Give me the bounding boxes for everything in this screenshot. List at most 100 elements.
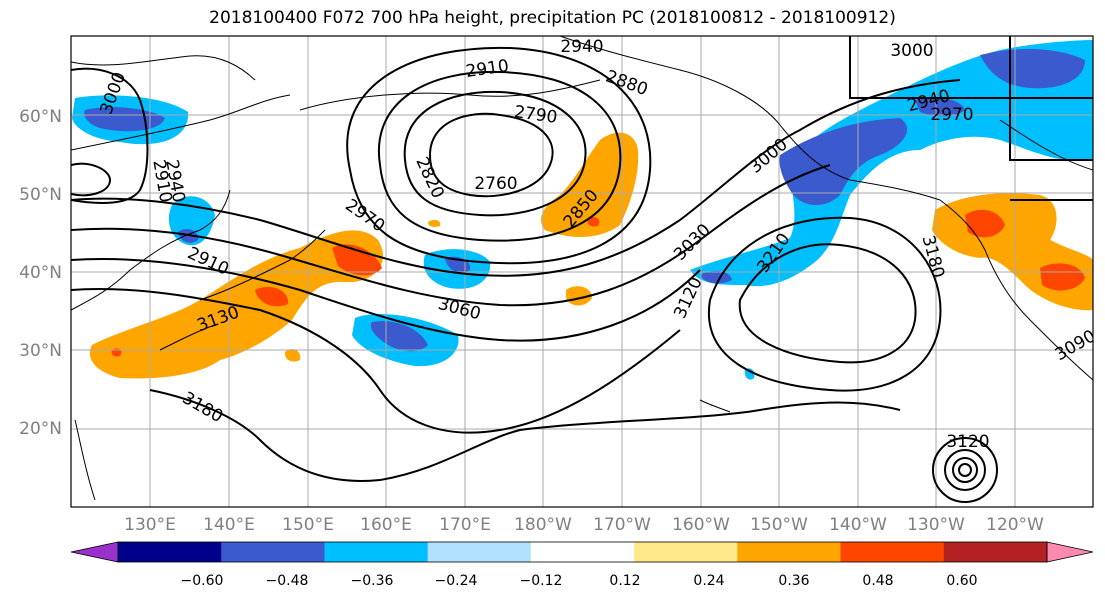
- lon-label: 180°W: [514, 515, 572, 535]
- colorbar-tick-label: −0.48: [266, 573, 309, 589]
- contour-line: [958, 463, 972, 477]
- colorbar: [70, 541, 1094, 563]
- colorbar-tick-label: −0.60: [181, 573, 224, 589]
- contour-line: [952, 457, 978, 483]
- coastline: [71, 94, 291, 151]
- precip-pos-region: [540, 132, 639, 237]
- colorbar-swatch: [840, 542, 945, 562]
- colorbar-extend-max: [1046, 541, 1094, 563]
- lat-label: 60°N: [19, 107, 62, 127]
- colorbar-tick-label: 0.12: [609, 573, 640, 589]
- colorbar-tick-label: −0.24: [435, 573, 478, 589]
- precip-neg-core: [779, 118, 908, 206]
- coastline: [939, 199, 1093, 381]
- contour-line: [428, 112, 554, 198]
- lon-label: 160°E: [360, 515, 412, 535]
- lat-label: 20°N: [19, 419, 62, 439]
- lon-label: 150°E: [282, 515, 334, 535]
- colorbar-extend-min: [70, 541, 119, 563]
- coastline: [299, 79, 601, 111]
- colorbar-tick-label: 0.48: [862, 573, 893, 589]
- coastline: [699, 399, 731, 413]
- lon-label: 170°E: [439, 515, 491, 535]
- precip-pos-core: [255, 286, 289, 307]
- colorbar-swatch: [943, 542, 1048, 562]
- graticule: [71, 36, 1093, 507]
- contour-label: 2970: [930, 105, 973, 125]
- map-area: 2940 3000 2910 2880 3000 2790 2940 2970 …: [71, 36, 1099, 507]
- colorbar-tick-label: 0.60: [946, 573, 977, 589]
- contour-line: [71, 79, 961, 277]
- coastlines: [71, 36, 1093, 501]
- coastline: [559, 36, 781, 126]
- lon-label: 120°W: [986, 515, 1044, 535]
- colorbar-swatch: [221, 542, 325, 562]
- colorbar-tick-label: 0.24: [693, 573, 724, 589]
- precip-pos-core: [965, 209, 1005, 238]
- contour-line: [71, 288, 681, 434]
- precip-neg-region: [690, 40, 1093, 287]
- coastline: [159, 324, 216, 351]
- precip-neg-core: [700, 270, 732, 284]
- latitude-labels: 60°N 50°N 40°N 30°N 20°N: [19, 107, 62, 439]
- contour-label: 3000: [890, 41, 933, 61]
- contour-line: [944, 449, 986, 491]
- lat-label: 50°N: [19, 185, 62, 205]
- contour-label: 2910: [464, 56, 510, 82]
- contour-label: 3120: [946, 432, 989, 452]
- contour-line: [71, 164, 831, 307]
- contour-label: 2910: [184, 243, 232, 279]
- lon-label: 140°E: [203, 515, 255, 535]
- colorbar-swatch: [737, 542, 842, 562]
- colorbar-tick-label: −0.12: [520, 573, 563, 589]
- colorbar-swatch: [530, 542, 635, 562]
- colorbar-outline: [117, 541, 1048, 563]
- colorbar-swatch: [634, 542, 738, 562]
- contour-line: [1009, 36, 1093, 161]
- colorbar-swatch: [427, 542, 532, 562]
- precip-pos-core: [587, 216, 600, 227]
- precip-neg-core: [915, 97, 965, 117]
- coastline: [74, 419, 96, 501]
- precip-pos-core: [1040, 263, 1085, 291]
- lon-label: 170°W: [593, 515, 651, 535]
- lon-label: 140°W: [829, 515, 887, 535]
- coastline: [71, 189, 231, 311]
- precip-pos-region: [932, 193, 1093, 311]
- contour-line: [707, 216, 942, 392]
- contour-line: [71, 162, 112, 197]
- contour-label: 2760: [474, 174, 517, 194]
- contour-label: 3030: [670, 220, 715, 265]
- contour-line: [932, 437, 998, 503]
- contour-label: 2790: [513, 102, 559, 128]
- colorbar-swatch: [324, 542, 429, 562]
- map-title: 2018100400 F072 700 hPa height, precipit…: [209, 8, 896, 28]
- precip-neg-core: [370, 321, 428, 352]
- precip-pos-region: [428, 219, 441, 227]
- contour-label: 2820: [411, 154, 447, 202]
- contour-line: [403, 90, 587, 217]
- precip-pos-region: [284, 349, 301, 362]
- precip-neg-core: [84, 107, 165, 132]
- precip-neg-core: [980, 48, 1085, 89]
- height-contours: [71, 36, 1093, 503]
- contour-label: 3090: [1052, 326, 1099, 365]
- contour-line: [377, 70, 622, 242]
- contour-line: [149, 389, 901, 482]
- contour-line: [346, 46, 652, 265]
- lon-label: 160°W: [672, 515, 730, 535]
- coastline: [71, 55, 256, 81]
- map-frame: [70, 35, 1094, 508]
- precip-pos-core: [332, 244, 382, 276]
- coastline: [779, 124, 941, 201]
- coastline: [199, 229, 326, 301]
- lon-label: 130°E: [124, 515, 176, 535]
- colorbar-tick-labels: −0.60 −0.48 −0.36 −0.24 −0.12 0.12 0.24 …: [181, 573, 978, 589]
- contour-line: [849, 36, 1093, 99]
- contour-label: 2940: [560, 37, 603, 57]
- contour-line: [738, 243, 917, 364]
- lat-label: 40°N: [19, 263, 62, 283]
- contour-line: [71, 67, 149, 204]
- colorbar-tick-label: −0.36: [351, 573, 394, 589]
